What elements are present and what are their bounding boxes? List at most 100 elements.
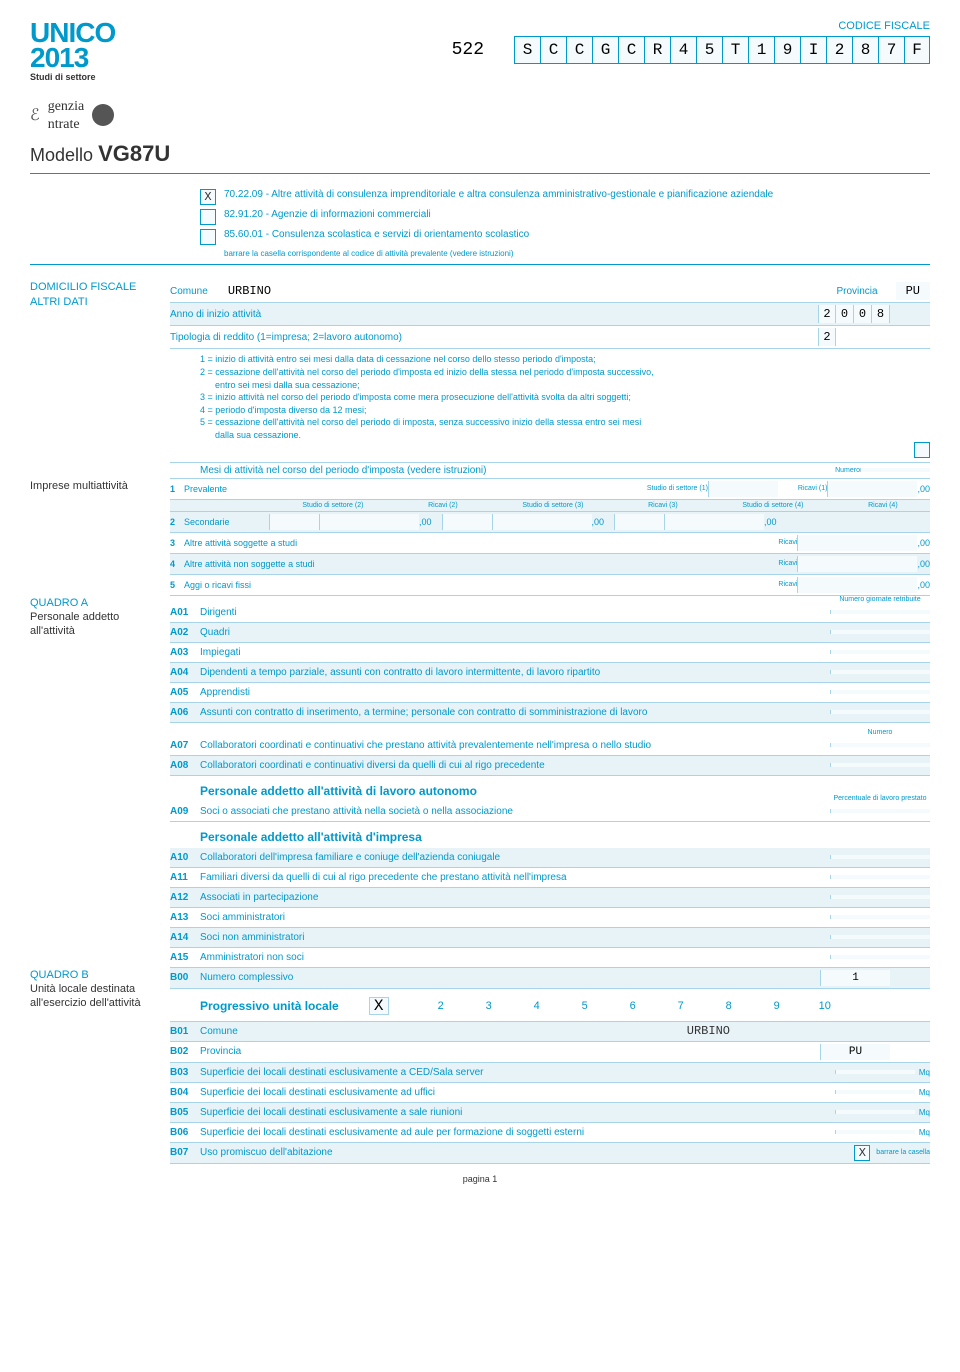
comune-value[interactable]: URBINO <box>218 284 837 298</box>
a05-input[interactable] <box>830 690 930 694</box>
ricavi4-input[interactable] <box>664 514 764 530</box>
progressivo-x[interactable]: X <box>369 997 389 1015</box>
ss4-input[interactable] <box>614 514 664 530</box>
cf-box[interactable]: C <box>566 36 592 64</box>
a11-input[interactable] <box>830 875 930 879</box>
divider <box>30 173 930 174</box>
tipologia-value[interactable]: 2 <box>818 328 836 346</box>
emblema-icon <box>92 104 114 126</box>
cf-box[interactable]: T <box>722 36 748 64</box>
studio-settore-1-input[interactable] <box>708 481 778 497</box>
ricavi-input[interactable] <box>797 577 917 593</box>
b07-checkbox[interactable]: X <box>854 1145 870 1161</box>
agenzia-logo-row: ℰ genzia ntrate <box>30 97 930 133</box>
a15-input[interactable] <box>830 955 930 959</box>
ricavi-input[interactable] <box>797 556 917 572</box>
mesi-row: Mesi di attività nel corso del periodo d… <box>170 463 930 479</box>
cf-box[interactable]: C <box>618 36 644 64</box>
ricavi-input[interactable] <box>797 535 917 551</box>
activity-row: X 70.22.09 - Altre attività di consulenz… <box>200 189 930 205</box>
cf-box[interactable]: 5 <box>696 36 722 64</box>
a07-input[interactable] <box>830 743 930 747</box>
activity-text: 70.22.09 - Altre attività di consulenza … <box>224 189 773 200</box>
imprese-section: Imprese multiattività 1 Prevalente Studi… <box>30 479 930 596</box>
activity-text: 82.91.20 - Agenzie di informazioni comme… <box>224 209 431 220</box>
a02-input[interactable] <box>830 630 930 634</box>
cf-box[interactable]: 7 <box>878 36 904 64</box>
cf-box[interactable]: 1 <box>748 36 774 64</box>
a13-input[interactable] <box>830 915 930 919</box>
cf-box[interactable]: R <box>644 36 670 64</box>
studi-settore: Studi di settore <box>30 72 115 82</box>
b01-value[interactable]: URBINO <box>687 1024 730 1038</box>
a15-row: A15Amministratori non soci <box>170 948 930 968</box>
a04-input[interactable] <box>830 670 930 674</box>
a14-input[interactable] <box>830 935 930 939</box>
impresa-title: Personale addetto all'attività d'impresa <box>170 822 930 848</box>
provincia-value[interactable]: PU <box>896 282 930 300</box>
a08-input[interactable] <box>830 763 930 767</box>
a01-input[interactable] <box>830 610 930 614</box>
b00-value[interactable]: 1 <box>820 970 890 986</box>
side-label: Imprese multiattività <box>30 479 170 596</box>
domicilio-content: Comune URBINO Provincia PU Anno di inizi… <box>170 280 930 478</box>
notes-checkbox[interactable] <box>914 442 930 458</box>
cf-box[interactable]: G <box>592 36 618 64</box>
quadro-a-content: Numero giornate retribuite A01Dirigenti … <box>170 596 930 968</box>
activity-codes: X 70.22.09 - Altre attività di consulenz… <box>200 189 930 258</box>
activity-text: 85.60.01 - Consulenza scolastica e servi… <box>224 229 529 240</box>
cf-box[interactable]: I <box>800 36 826 64</box>
anno-row: Anno di inizio attività 2 0 0 8 <box>170 303 930 326</box>
anno-digit[interactable]: 8 <box>872 305 890 323</box>
activity-checkbox[interactable] <box>200 209 216 225</box>
b02-row: B02 Provincia PU <box>170 1042 930 1063</box>
b04-input[interactable] <box>835 1090 915 1094</box>
mesi-value[interactable] <box>860 468 930 472</box>
a12-input[interactable] <box>830 895 930 899</box>
b03-input[interactable] <box>835 1070 915 1074</box>
b02-value[interactable]: PU <box>820 1044 890 1060</box>
a13-row: A13Soci amministratori <box>170 908 930 928</box>
side-label: QUADRO B Unità locale destinata all'eser… <box>30 968 170 1164</box>
a06-input[interactable] <box>830 710 930 714</box>
a03-input[interactable] <box>830 650 930 654</box>
anno-digit[interactable]: 0 <box>854 305 872 323</box>
side-label: QUADRO A Personale addetto all'attività <box>30 596 170 968</box>
header-right: CODICE FISCALE 522 S C C G C R 4 5 T 1 9… <box>452 20 930 64</box>
cf-row: 522 S C C G C R 4 5 T 1 9 I 2 8 7 F <box>452 36 930 64</box>
giornate-header: Numero giornate retribuite <box>830 596 930 603</box>
row-3: 3 Altre attività soggette a studi Ricavi… <box>170 533 930 554</box>
a04-row: A04Dipendenti a tempo parziale, assunti … <box>170 663 930 683</box>
tipologia-row: Tipologia di reddito (1=impresa; 2=lavor… <box>170 326 930 349</box>
cf-box[interactable]: S <box>514 36 540 64</box>
anno-digit[interactable]: 2 <box>818 305 836 323</box>
cf-box[interactable]: 8 <box>852 36 878 64</box>
cf-box[interactable]: F <box>904 36 930 64</box>
ricavi-1-input[interactable] <box>827 481 917 497</box>
a07-row: A07Collaboratori coordinati e continuati… <box>170 736 930 756</box>
prevalente-row: 1 Prevalente Studio di settore (1) Ricav… <box>170 479 930 500</box>
ricavi2-input[interactable] <box>319 514 419 530</box>
cf-box[interactable]: C <box>540 36 566 64</box>
b06-input[interactable] <box>835 1130 915 1134</box>
a06-row: A06Assunti con contratto di inserimento,… <box>170 703 930 723</box>
a11-row: A11Familiari diversi da quelli di cui al… <box>170 868 930 888</box>
activity-checkbox[interactable]: X <box>200 189 216 205</box>
activity-checkbox[interactable] <box>200 229 216 245</box>
anno-digit[interactable]: 0 <box>836 305 854 323</box>
b05-input[interactable] <box>835 1110 915 1114</box>
a09-input[interactable] <box>830 809 930 813</box>
ss3-input[interactable] <box>442 514 492 530</box>
a10-input[interactable] <box>830 855 930 859</box>
cf-box[interactable]: 4 <box>670 36 696 64</box>
cf-box[interactable]: 2 <box>826 36 852 64</box>
percentuale-header: Percentuale di lavoro prestato <box>830 795 930 802</box>
imprese-content: 1 Prevalente Studio di settore (1) Ricav… <box>170 479 930 596</box>
activity-row: 85.60.01 - Consulenza scolastica e servi… <box>200 229 930 245</box>
cf-box[interactable]: 9 <box>774 36 800 64</box>
ss2-input[interactable] <box>269 514 319 530</box>
ricavi3-input[interactable] <box>492 514 592 530</box>
b01-row: B01 Comune URBINO <box>170 1022 930 1042</box>
row-5: 5 Aggi o ricavi fissi Ricavi ,00 <box>170 575 930 596</box>
agenzia-text: genzia ntrate <box>48 97 85 133</box>
